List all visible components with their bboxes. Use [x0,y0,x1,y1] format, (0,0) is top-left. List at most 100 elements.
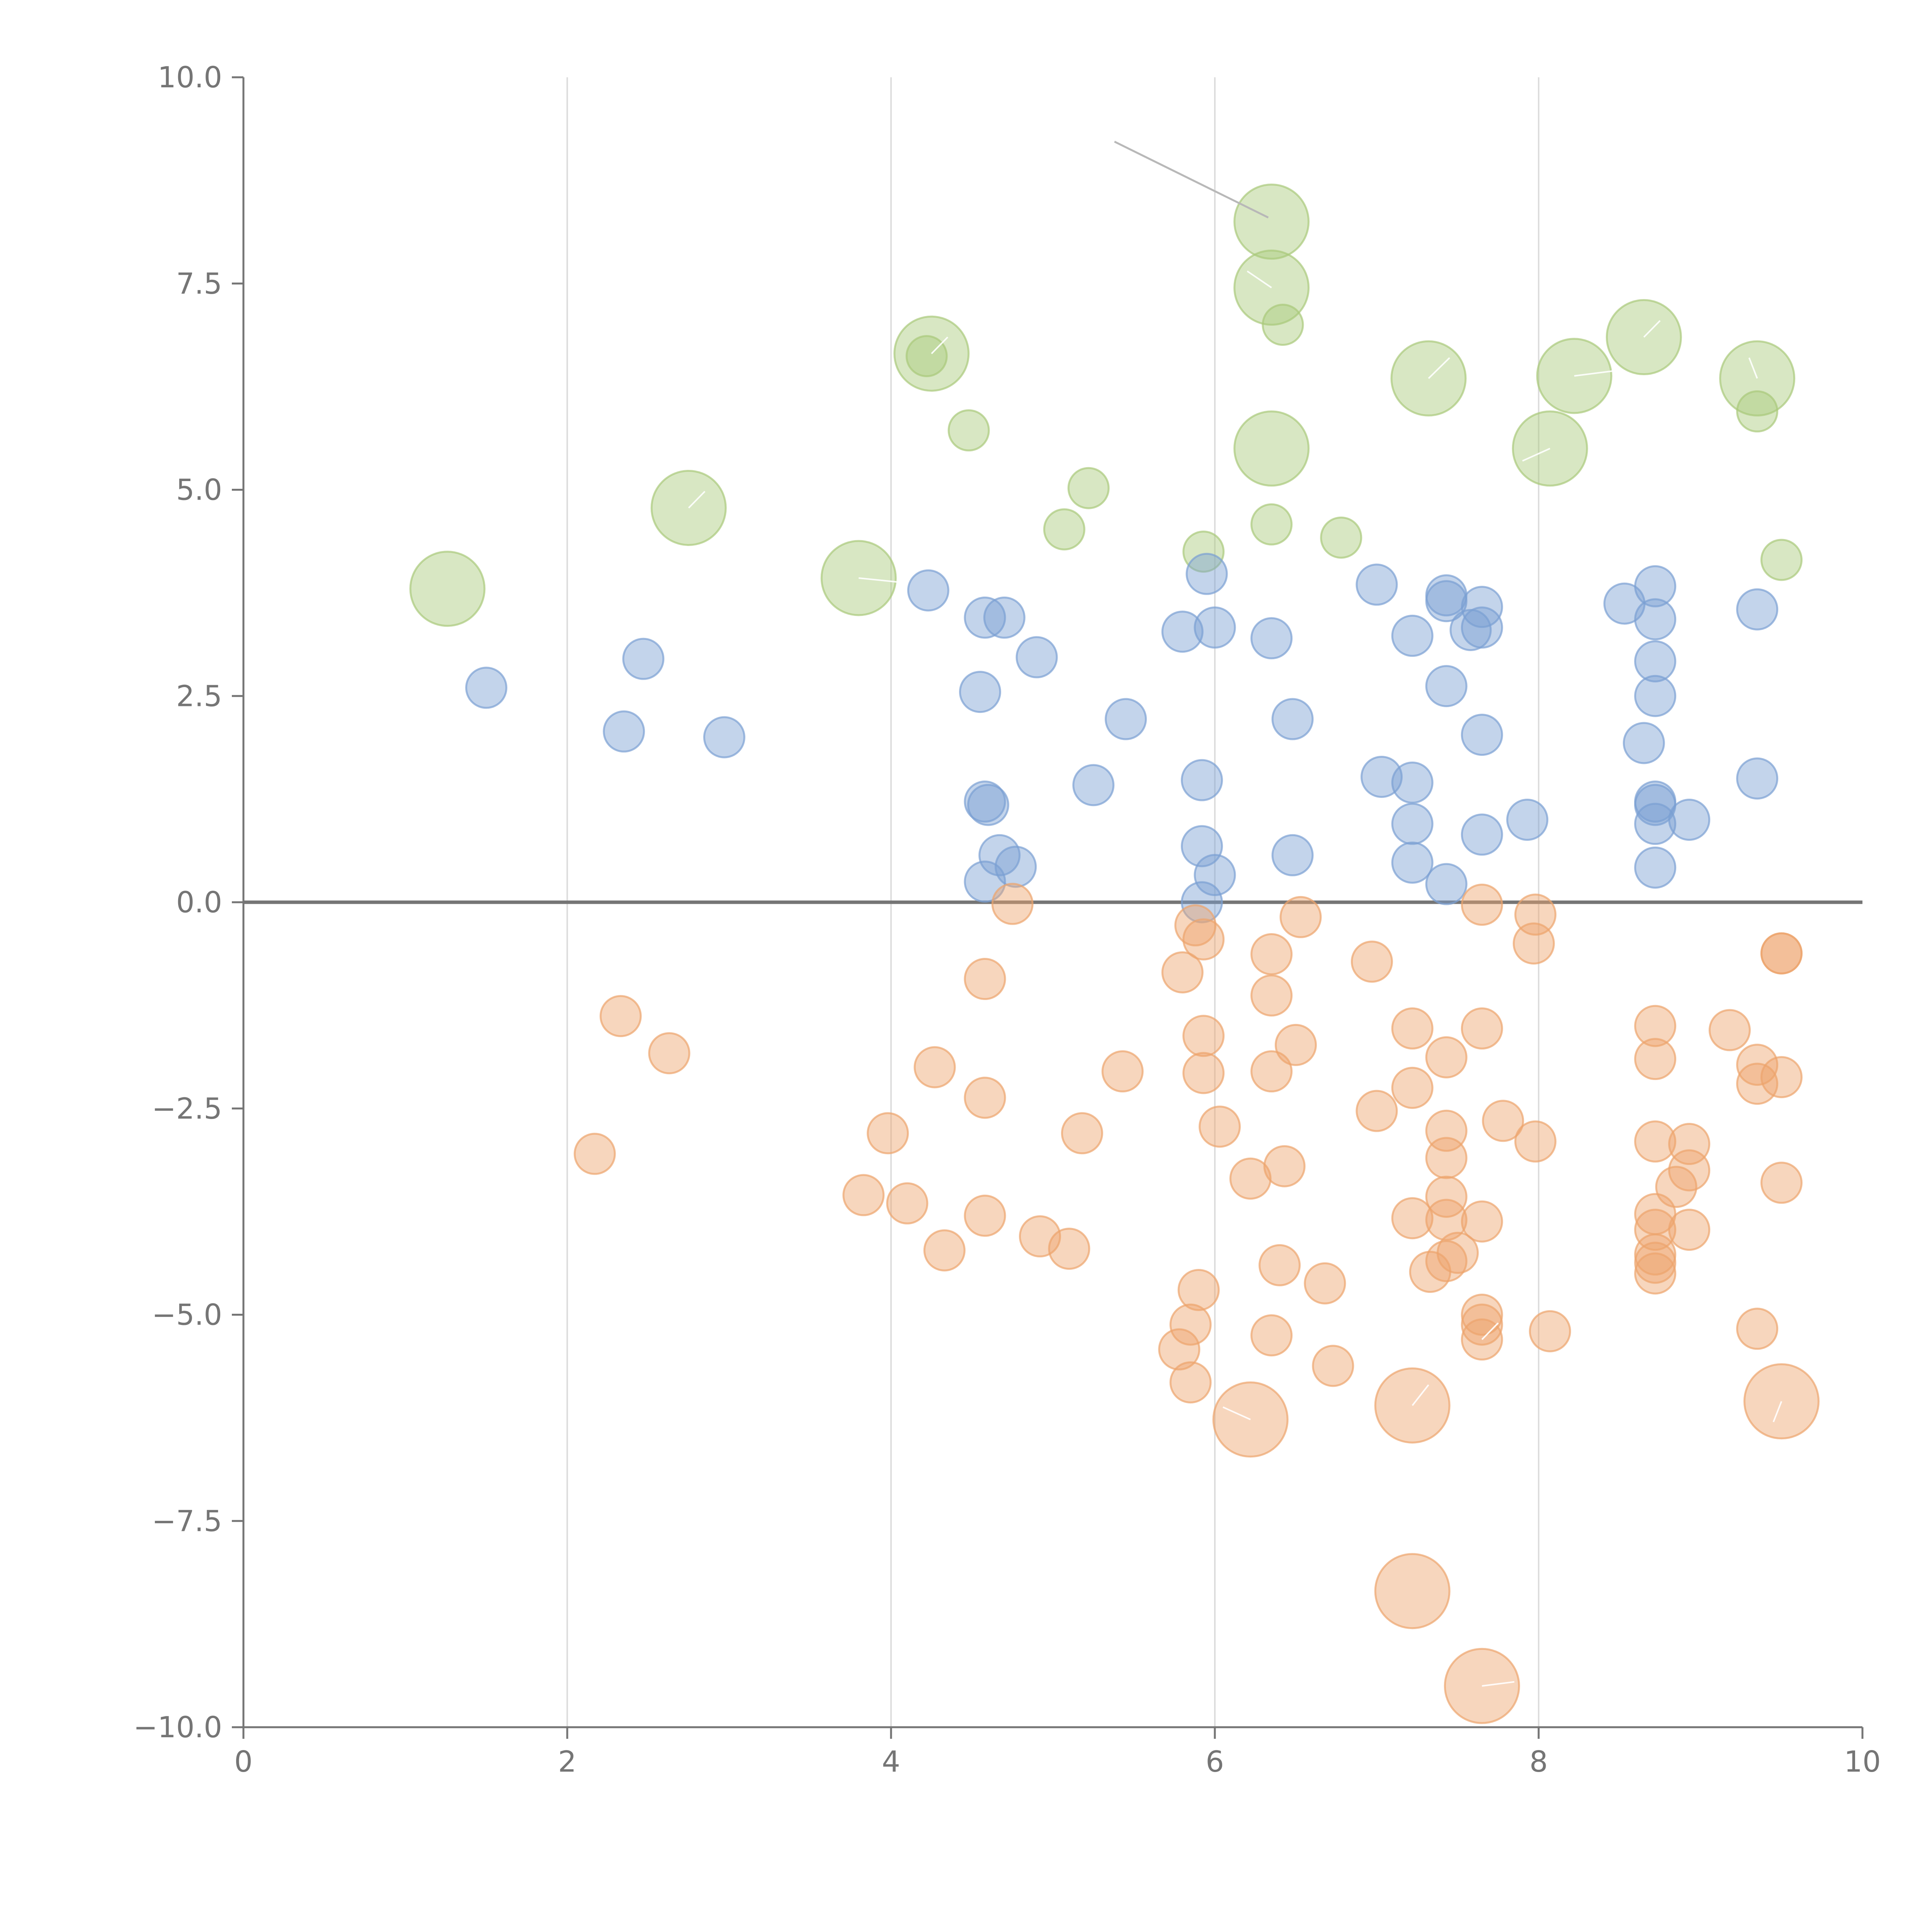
orange-bubble [1101,1050,1144,1093]
label-leader-line [1428,357,1450,379]
callout-line [1114,141,1269,219]
blue-bubble [1506,799,1549,841]
orange-bubble [1461,883,1503,926]
green-bubble [409,551,486,627]
orange-bubble [1182,918,1225,961]
blue-bubble [1634,803,1677,845]
blue-bubble [465,667,507,709]
blue-bubble [1271,834,1314,876]
orange-bubble [1158,1328,1201,1371]
blue-bubble [1355,563,1398,606]
orange-bubble [1048,1228,1090,1270]
y-tick-label: −7.5 [152,1504,222,1538]
orange-bubble [1634,1120,1677,1163]
orange-bubble [1312,1345,1354,1387]
orange-bubble [964,1194,1006,1237]
label-leader-line [1574,369,1620,377]
blue-bubble [1736,588,1779,631]
green-bubble [1067,467,1110,509]
y-tick-label: −2.5 [152,1092,222,1126]
orange-bubble [1461,1007,1503,1050]
green-bubble [1320,516,1362,559]
green-bubble [1536,338,1612,414]
orange-bubble [1425,1199,1468,1241]
y-tick-label: −10.0 [133,1710,222,1744]
blue-bubble [1185,553,1228,595]
blue-bubble [1105,698,1147,740]
y-tick-label: 5.0 [176,473,222,507]
orange-bubble [648,1032,690,1075]
blue-bubble [1194,606,1236,649]
x-tick-label: 2 [558,1745,577,1779]
orange-bubble [991,883,1034,925]
blue-bubble [1634,846,1677,889]
orange-bubble [1668,1209,1711,1251]
y-tick-label: 0.0 [176,885,222,919]
orange-bubble [1177,1269,1220,1311]
green-bubble [1262,304,1304,346]
blue-bubble [1736,757,1779,800]
blue-bubble [1180,825,1223,867]
blue-bubble [964,781,1006,823]
blue-bubble [1425,863,1468,905]
orange-bubble [1182,1052,1225,1094]
x-tick-label: 10 [1844,1745,1881,1779]
orange-bubble [1425,1036,1468,1078]
label-leader-line [858,577,900,583]
orange-bubble [1169,1303,1212,1346]
orange-bubble [1391,1197,1434,1240]
blue-bubble [1461,813,1503,856]
orange-bubble [1425,1137,1468,1179]
orange-bubble [1161,951,1204,993]
blue-bubble [1391,761,1434,804]
orange-bubble [867,1112,909,1155]
orange-bubble [1425,1175,1468,1218]
orange-bubble [1250,1314,1293,1357]
orange-bubble [1391,1007,1434,1050]
green-bubble [947,409,990,452]
orange-bubble [1482,1100,1524,1142]
x-tick-label: 0 [234,1745,253,1779]
orange-bubble [913,1046,956,1088]
orange-bubble [1275,1024,1317,1066]
orange-bubble [1512,922,1555,965]
orange-bubble [1250,1050,1293,1093]
blue-bubble [1180,759,1223,801]
blue-bubble [1391,614,1434,657]
label-leader-line [1748,357,1758,379]
label-leader-line [1247,270,1272,289]
label-leader-line [1412,1384,1429,1406]
orange-bubble [1514,1120,1557,1163]
blue-bubble [1634,565,1677,607]
blue-bubble [1668,799,1711,841]
orange-bubble [1461,1200,1503,1243]
orange-bubble [1061,1112,1103,1155]
blue-bubble [1622,722,1665,764]
x-tick-label: 6 [1206,1745,1224,1779]
orange-bubble [1461,1303,1503,1346]
orange-bubble [1199,1105,1241,1148]
green-bubble [1250,503,1293,546]
blue-bubble [1072,764,1115,806]
orange-bubble [1634,1005,1677,1047]
green-bubble [1760,539,1803,581]
orange-bubble [1708,1009,1751,1051]
blue-bubble [1161,611,1204,653]
green-bubble [1233,410,1310,487]
blue-bubble [983,596,1026,639]
y-tick-label: −5.0 [152,1298,222,1332]
orange-bubble [1279,896,1322,938]
label-leaders [688,141,1782,1687]
orange-bubble [923,1229,966,1272]
label-leader-line [931,337,949,354]
orange-bubble [1263,1145,1306,1187]
orange-bubble [1634,1252,1677,1295]
y-tick-label: 2.5 [176,679,222,713]
orange-bubble [1760,932,1803,975]
blue-bubble [964,861,1006,903]
y-tick-label: 7.5 [176,267,222,301]
orange-bubble [886,1182,929,1225]
blue-bubble [907,569,949,612]
orange-bubble [599,995,642,1037]
